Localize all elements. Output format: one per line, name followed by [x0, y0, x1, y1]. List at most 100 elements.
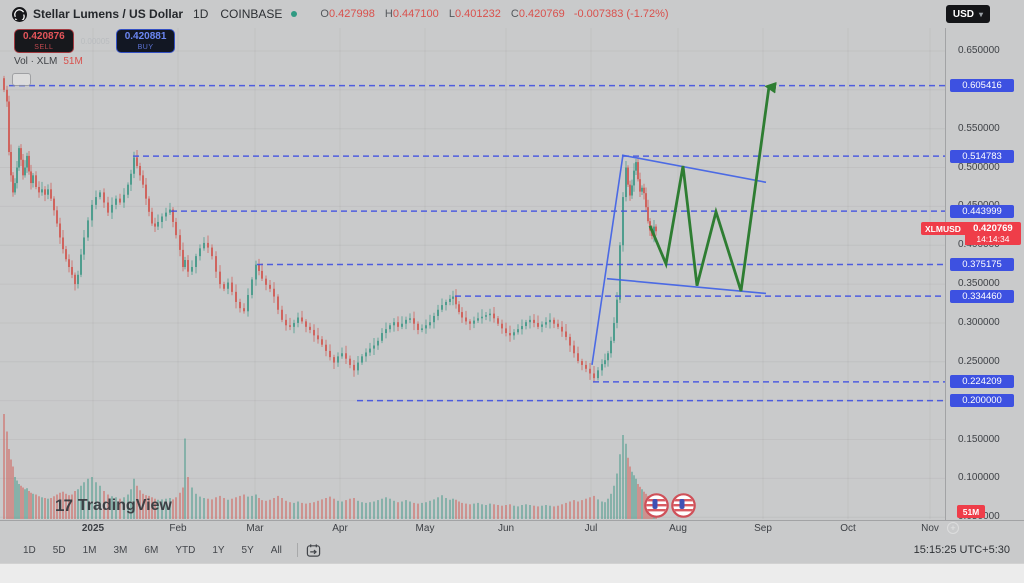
candle-body [154, 223, 156, 227]
volume-bar [239, 495, 241, 519]
volume-bar [38, 496, 40, 519]
candle-body [77, 274, 79, 285]
volume-legend-value: 51M [63, 56, 83, 67]
level-price-badge: 0.443999 [950, 204, 1014, 218]
last-price-badge: XLMUSD 0.420769 14:14:34 [921, 222, 1021, 246]
candle-body [145, 184, 147, 199]
go-to-date-icon[interactable] [306, 543, 321, 558]
volume-bar [154, 498, 156, 519]
volume-bar [99, 485, 101, 519]
horizontal-level-rays [9, 84, 945, 402]
candle-body [417, 323, 419, 330]
interval-button[interactable]: 1D [193, 7, 209, 21]
candle-body [289, 325, 291, 327]
symbol-title[interactable]: Stellar Lumens / US Dollar [33, 7, 184, 21]
range-button-1m[interactable]: 1M [82, 544, 97, 556]
spread-value: 0.00005 [80, 36, 110, 46]
candle-body [313, 329, 315, 336]
volume-bar [277, 495, 279, 519]
price-chart-canvas[interactable] [0, 28, 945, 520]
currency-dropdown[interactable]: USD ▾ [945, 5, 990, 23]
market-open-dot-icon [291, 11, 298, 17]
buy-button[interactable]: 0.420881 BUY [115, 29, 176, 53]
price-tick-label: 0.550000 [958, 122, 1000, 134]
candle-body [610, 340, 612, 354]
usa-flag-sticker-icon [644, 493, 669, 518]
volume-bar [627, 457, 629, 519]
volume-bar [425, 502, 427, 519]
volume-bar [622, 435, 624, 519]
volume-bar [16, 480, 18, 519]
volume-bar [47, 498, 49, 519]
close-value: 0.420769 [518, 8, 565, 20]
chart-corner-button[interactable] [12, 73, 31, 86]
volume-bar [593, 495, 595, 519]
volume-bar [119, 498, 121, 519]
candle-body [32, 175, 34, 184]
range-button-5y[interactable]: 5Y [241, 544, 254, 556]
price-axis-border [945, 28, 946, 520]
time-tick-label: Aug [669, 523, 687, 534]
price-axis[interactable]: XLMUSD 0.420769 14:14:34 51M 0.650000 0.6… [921, 28, 1024, 522]
sell-button[interactable]: 0.420876 SELL [14, 29, 74, 53]
volume-bar [123, 497, 125, 519]
volume-bar [22, 487, 24, 519]
candle-body [14, 183, 16, 193]
scroll-to-realtime-icon[interactable]: + [947, 522, 959, 534]
volume-bar [557, 505, 559, 519]
candle-body [441, 305, 443, 310]
volume-bar [409, 501, 411, 519]
volume-bar [429, 500, 431, 519]
range-button-1y[interactable]: 1Y [212, 544, 225, 556]
volume-bar [184, 438, 186, 519]
open-label: O [320, 8, 329, 20]
candle-body [393, 322, 395, 326]
candle-body [458, 304, 460, 313]
volume-bar [265, 500, 267, 519]
candle-body [3, 78, 5, 90]
volume-bar [389, 498, 391, 519]
exchange-label[interactable]: COINBASE [220, 7, 283, 21]
range-button-1d[interactable]: 1D [23, 544, 36, 556]
candle-body [62, 237, 64, 250]
candle-body [133, 157, 135, 174]
candle-body [353, 364, 355, 371]
volume-bar [317, 500, 319, 519]
candle-body [365, 352, 367, 357]
candle-body [373, 345, 375, 349]
candle-body [41, 189, 43, 193]
volume-bar [485, 505, 487, 519]
session-clock[interactable]: 15:15:25 UTC+5:30 [913, 544, 1010, 556]
candle-body [8, 101, 10, 153]
candle-body [231, 282, 233, 292]
candle-body [485, 315, 487, 317]
time-tick-label: Oct [840, 523, 856, 534]
tradingview-logo-text: TradingView [77, 497, 172, 514]
candle-body [637, 162, 639, 180]
volume-bar [62, 491, 64, 519]
candle-body [207, 242, 209, 248]
candle-body [493, 313, 495, 319]
tradingview-watermark[interactable]: 17 TradingView [55, 496, 172, 516]
volume-bar [187, 477, 189, 519]
volume-legend[interactable]: Vol · XLM 51M [14, 56, 83, 67]
volume-bar [521, 505, 523, 519]
range-button-5d[interactable]: 5D [52, 544, 66, 556]
candle-body [627, 167, 629, 185]
volume-bar [497, 505, 499, 519]
volume-bar [172, 499, 174, 519]
time-axis[interactable]: 2025 Feb Mar Apr May Jun Jul Aug Sep Oct Nov [0, 520, 945, 537]
time-tick-label: May [415, 523, 435, 534]
range-button-ytd[interactable]: YTD [175, 544, 196, 556]
volume-bar [281, 498, 283, 519]
range-button-all[interactable]: All [270, 544, 282, 556]
range-button-3m[interactable]: 3M [113, 544, 128, 556]
range-button-6m[interactable]: 6M [144, 544, 159, 556]
volume-bar [353, 498, 355, 519]
candle-body [184, 260, 186, 268]
candle-body [545, 322, 547, 325]
candle-body [561, 326, 563, 332]
candle-body [461, 312, 463, 318]
candle-body [501, 323, 503, 329]
volume-bar [545, 505, 547, 519]
